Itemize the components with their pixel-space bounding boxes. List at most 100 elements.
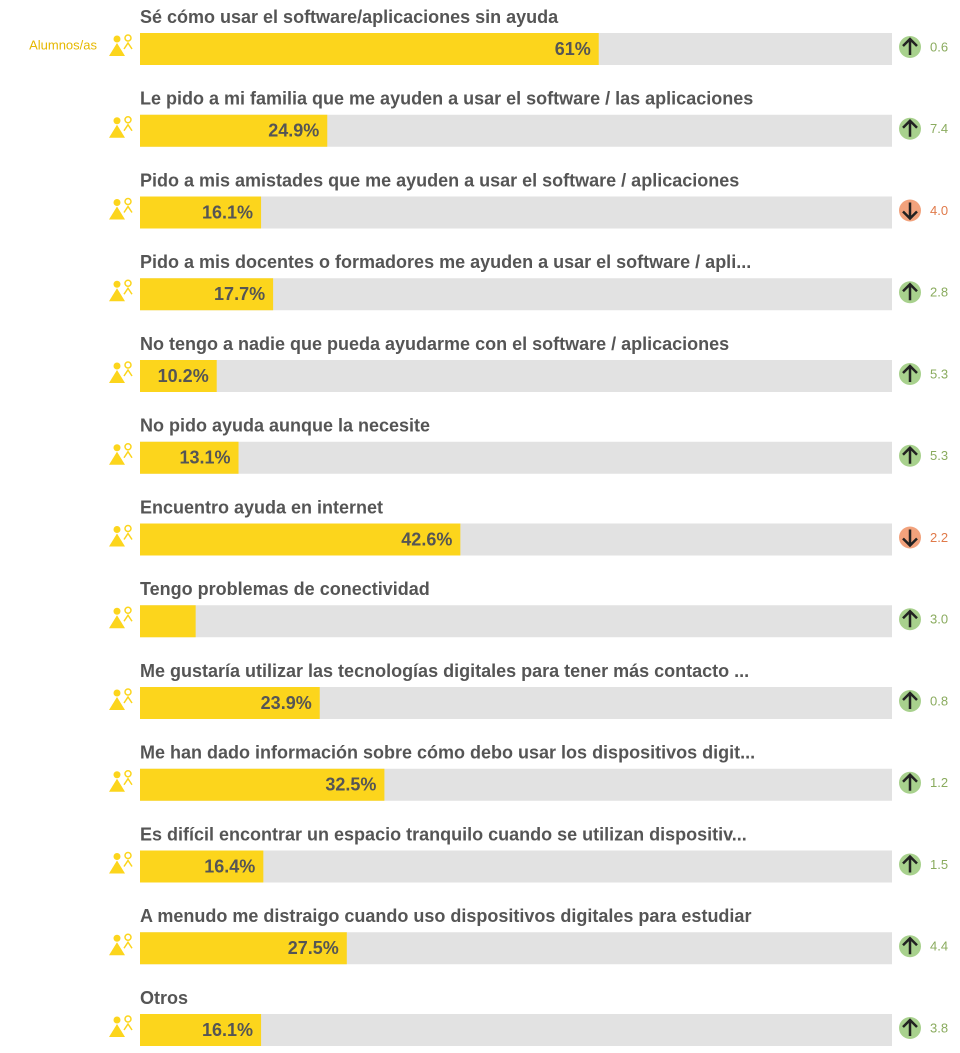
change-label: 3.0 — [930, 612, 948, 627]
icon-head — [124, 361, 132, 369]
person-icon — [109, 851, 133, 874]
bar-track — [140, 850, 892, 883]
person-icon — [109, 606, 133, 629]
person-icon — [109, 688, 133, 710]
bar-track — [140, 1014, 892, 1046]
bar-track — [140, 360, 892, 392]
change-indicator — [899, 690, 921, 712]
icon-body — [123, 205, 133, 213]
person-icon — [109, 361, 133, 383]
category-label: Otros — [140, 988, 188, 1008]
change-arrow — [902, 282, 918, 301]
change-label: 3.8 — [930, 1020, 948, 1035]
change-label: 5.3 — [930, 366, 948, 381]
category-label: Me gustaría utilizar las tecnologías dig… — [140, 661, 749, 681]
category-label: Es difícil encontrar un espacio tranquil… — [140, 824, 747, 844]
icon-body — [123, 286, 133, 295]
value-label: 16.4% — [204, 856, 255, 876]
change-indicator — [899, 117, 921, 140]
icon-head — [113, 199, 121, 206]
bar — [140, 114, 328, 147]
icon-body — [123, 41, 133, 50]
icon-body — [109, 451, 125, 465]
person-icon — [109, 1015, 133, 1037]
bar — [140, 278, 274, 311]
icon-head — [113, 771, 121, 779]
change-arrow — [902, 609, 918, 628]
change-indicator — [899, 853, 921, 876]
icon-head — [113, 35, 121, 43]
icon-head — [124, 933, 132, 941]
icon-head — [124, 197, 132, 206]
person-icon — [109, 770, 133, 792]
icon-body — [109, 43, 125, 56]
value-label: 42.6% — [401, 529, 452, 549]
change-arrow — [902, 529, 918, 548]
bar — [140, 33, 599, 65]
value-label: 32.5% — [325, 775, 376, 795]
icon-body — [109, 533, 125, 547]
bar — [140, 441, 239, 474]
icon-head — [113, 444, 121, 452]
icon-head — [124, 34, 132, 42]
icon-head — [113, 853, 121, 860]
value-label: 27.5% — [288, 938, 339, 958]
change-arrow — [902, 854, 918, 873]
icon-body — [123, 695, 133, 704]
icon-body — [109, 288, 125, 302]
person-icon — [109, 116, 133, 138]
icon-body — [109, 860, 125, 874]
icon-body — [109, 778, 125, 792]
icon-head — [113, 1016, 121, 1024]
icon-head — [124, 524, 132, 533]
bar — [140, 850, 264, 883]
bar — [140, 196, 262, 229]
person-icon — [109, 197, 133, 220]
value-label: 23.9% — [261, 693, 312, 713]
bar — [140, 360, 217, 392]
value-label: 24.9% — [268, 121, 319, 141]
category-label: Tengo problemas de conectividad — [140, 579, 430, 599]
person-icon — [109, 443, 133, 465]
change-label: 0.6 — [930, 39, 948, 54]
value-label: 17.7% — [214, 284, 265, 304]
change-label: 2.2 — [930, 530, 948, 545]
category-label: No pido ayuda aunque la necesite — [140, 416, 430, 436]
change-arrow — [902, 772, 918, 791]
person-icon — [109, 933, 133, 956]
change-indicator — [899, 608, 921, 631]
category-label: Sé cómo usar el software/aplicaciones si… — [140, 7, 559, 27]
change-label: 0.8 — [930, 693, 948, 708]
icon-head — [113, 526, 121, 533]
change-arrow — [902, 37, 918, 55]
change-arrow — [902, 445, 918, 464]
change-indicator — [899, 444, 921, 467]
change-indicator — [899, 363, 921, 385]
person-icon — [109, 524, 133, 547]
change-arrow — [902, 364, 918, 382]
category-label: A menudo me distraigo cuando uso disposi… — [140, 906, 751, 926]
change-arrow — [902, 691, 918, 709]
bar-track — [140, 196, 892, 229]
icon-body — [109, 615, 125, 629]
bar — [140, 605, 196, 638]
icon-body — [123, 940, 133, 949]
change-label: 5.3 — [930, 448, 948, 463]
icon-head — [124, 279, 132, 287]
icon-head — [113, 607, 121, 615]
change-label: 1.5 — [930, 857, 948, 872]
change-indicator — [899, 1017, 921, 1039]
icon-body — [123, 123, 133, 132]
icon-head — [113, 934, 121, 942]
change-indicator — [899, 771, 921, 794]
icon-body — [123, 859, 133, 867]
change-label: 2.8 — [930, 285, 948, 300]
value-label: 61% — [555, 39, 591, 59]
change-arrow — [902, 118, 918, 137]
bar — [140, 523, 461, 556]
category-label: Le pido a mi familia que me ayuden a usa… — [140, 89, 753, 109]
value-label: 10.2% — [158, 366, 209, 386]
icon-body — [123, 613, 133, 622]
person-icon — [109, 34, 133, 56]
